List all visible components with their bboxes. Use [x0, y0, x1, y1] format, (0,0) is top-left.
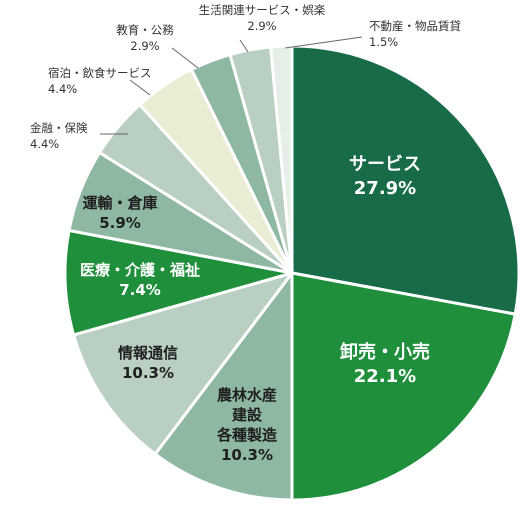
slice-label: 運輸・倉庫 5.9%	[82, 194, 157, 232]
slice-label: 生活関連サービス・娯楽 2.9%	[199, 3, 326, 33]
slice-category-label: 医療・介護・福祉	[80, 261, 200, 279]
slice-value-label: 7.4%	[119, 281, 161, 299]
slice-category-label: 金融・保険	[30, 121, 88, 135]
slice-category-label: 農林水産	[217, 386, 277, 404]
slice-value-label: 4.4%	[30, 137, 59, 151]
slice-category-label: 建設	[232, 406, 263, 424]
slice-label: 金融・保険 4.4%	[30, 121, 88, 151]
slice-value-label: 22.1%	[354, 366, 416, 387]
slice-label: 医療・介護・福祉 7.4%	[80, 261, 200, 299]
pie-slice	[269, 44, 294, 275]
slice-value-label: 27.9%	[354, 178, 416, 199]
slice-value-label: 10.3%	[221, 446, 273, 464]
slice-value-label: 10.3%	[122, 364, 174, 382]
slice-label: 卸売・小売 22.1%	[340, 341, 430, 387]
slice-labels: サービス 27.9% 卸売・小売 22.1% 農林水産建設各種製造 10.3% 情報通信 10…	[30, 3, 461, 464]
slice-category-label: 卸売・小売	[340, 341, 430, 363]
leader-line	[239, 39, 249, 53]
slice-label: 農林水産建設各種製造 10.3%	[216, 386, 277, 464]
leader-line	[129, 79, 151, 96]
pie-slice	[72, 271, 294, 456]
slice-label: 宿泊・飲食サービス 4.4%	[48, 66, 152, 96]
slice-category-label: 宿泊・飲食サービス	[48, 66, 152, 80]
slice-category-label: サービス	[349, 154, 421, 175]
slice-category-label: 教育・公務	[116, 23, 174, 37]
slice-value-label: 2.9%	[130, 39, 159, 53]
slice-value-label: 2.9%	[247, 19, 276, 33]
slice-label: サービス 27.9%	[349, 154, 421, 199]
slice-category-label: 情報通信	[118, 344, 178, 362]
pie-slice	[290, 44, 521, 316]
slice-label: 情報通信 10.3%	[118, 344, 178, 382]
pie-slice	[290, 271, 517, 502]
leader-line	[171, 47, 199, 69]
slice-value-label: 5.9%	[99, 214, 141, 232]
leader-lines	[100, 36, 363, 135]
slice-category-label: 各種製造	[216, 426, 277, 444]
slice-label: 不動産・物品賃貸 1.5%	[369, 19, 461, 49]
slice-value-label: 1.5%	[369, 35, 398, 49]
pie-slices	[63, 44, 521, 502]
slice-label: 教育・公務 2.9%	[116, 23, 174, 53]
slice-category-label: 運輸・倉庫	[82, 194, 157, 212]
pie-slice	[153, 271, 294, 502]
pie-slice	[63, 228, 294, 337]
leader-line	[284, 36, 363, 49]
slice-category-label: 不動産・物品賃貸	[369, 19, 461, 33]
slice-value-label: 4.4%	[48, 82, 77, 96]
slice-category-label: 生活関連サービス・娯楽	[199, 3, 326, 17]
